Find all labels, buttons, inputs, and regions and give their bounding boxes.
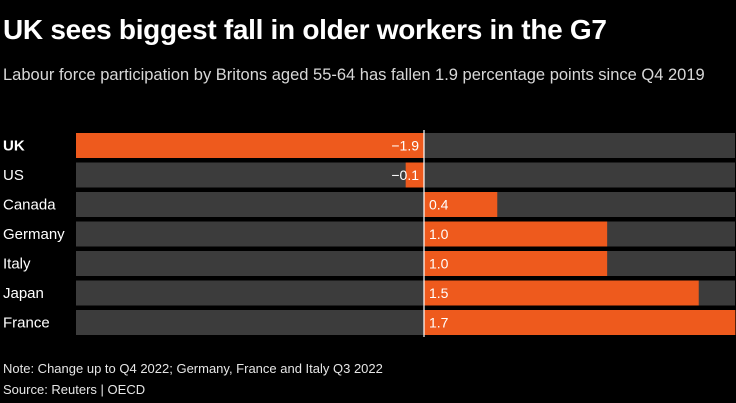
bar-track: [76, 162, 735, 188]
bar: [424, 251, 608, 276]
data-label: 0.4: [429, 197, 449, 213]
category-label: France: [3, 315, 50, 332]
category-label: Germany: [3, 226, 65, 243]
data-label: 1.5: [429, 285, 449, 301]
category-label: Japan: [3, 285, 44, 302]
bar: [424, 221, 608, 247]
bar: [424, 192, 498, 217]
chart-source: Source: Reuters | OECD: [3, 382, 146, 397]
bar: [76, 133, 424, 158]
data-label: −0.1: [391, 167, 419, 183]
data-label: 1.0: [429, 256, 449, 272]
category-label: US: [3, 167, 24, 184]
data-label: 1.0: [429, 226, 449, 242]
chart-title: UK sees biggest fall in older workers in…: [3, 14, 607, 45]
category-label: UK: [3, 138, 25, 155]
bar: [424, 310, 736, 335]
bar-track: [76, 221, 735, 247]
data-label: −1.9: [391, 138, 419, 154]
bar: [424, 280, 699, 306]
category-label: Canada: [3, 197, 56, 214]
category-label: Italy: [3, 256, 31, 273]
chart-note: Note: Change up to Q4 2022; Germany, Fra…: [3, 361, 383, 376]
bar: [405, 162, 424, 188]
chart-subtitle: Labour force participation by Britons ag…: [3, 66, 705, 84]
data-label: 1.7: [429, 315, 449, 331]
bar-track: [76, 192, 735, 217]
bar-track: [76, 251, 735, 276]
